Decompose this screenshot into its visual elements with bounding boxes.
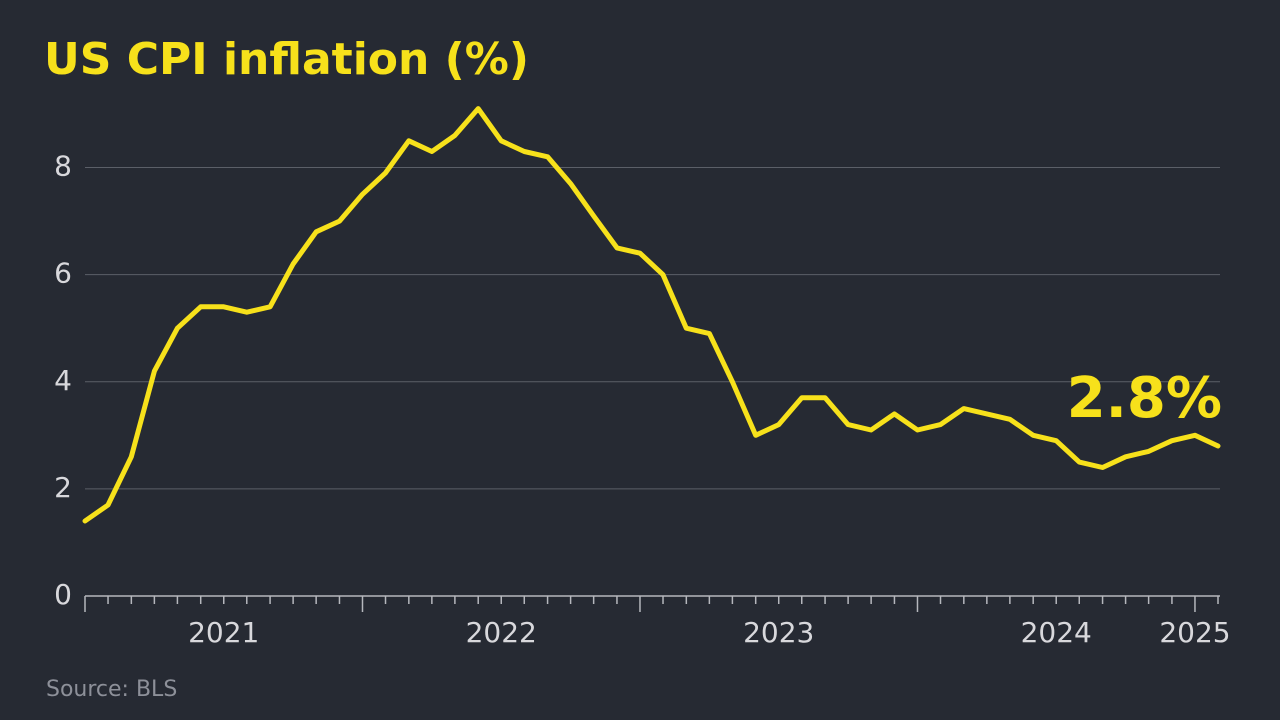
annotation: 2.8% (1067, 366, 1222, 431)
line (82, 106, 1221, 524)
x-tick-label: 2021 (188, 616, 259, 649)
x-tick-label: 2024 (1021, 616, 1092, 649)
y-tick-label: 0 (54, 578, 72, 611)
y-tick-label: 6 (54, 257, 72, 290)
x-tick-label: 2022 (466, 616, 537, 649)
y-tick-label: 2 (54, 471, 72, 504)
x-tick-label: 2023 (743, 616, 814, 649)
y-tick-label: 8 (54, 150, 72, 183)
y-tick-label: 4 (54, 364, 72, 397)
x-tick-label: 2025 (1159, 616, 1230, 649)
source: Source: BLS (46, 677, 177, 702)
chart-title: US CPI inflation (%) (44, 34, 529, 85)
